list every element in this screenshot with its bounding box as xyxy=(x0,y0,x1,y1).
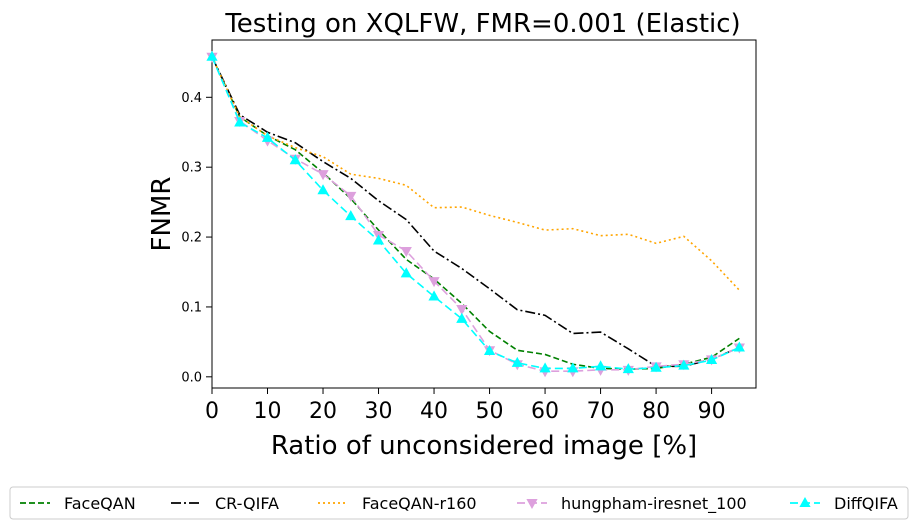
series-point xyxy=(539,362,551,373)
series-line xyxy=(211,56,740,291)
series-point xyxy=(317,184,329,195)
series-layer xyxy=(206,50,745,378)
series-point xyxy=(483,344,496,355)
series-4 xyxy=(206,50,745,374)
x-tick-label: 70 xyxy=(587,399,615,424)
series-point xyxy=(428,290,440,301)
series-point xyxy=(456,312,468,323)
series-point xyxy=(234,116,246,127)
y-tick-label: 0.4 xyxy=(181,91,202,106)
series-point xyxy=(511,356,523,367)
series-2 xyxy=(211,56,740,291)
series-point xyxy=(456,305,468,316)
legend-entry: FaceQAN-r160 xyxy=(318,494,477,513)
legend-label: CR-QIFA xyxy=(215,494,279,513)
y-axis-label: FNMR xyxy=(147,177,177,252)
x-tick-label: 90 xyxy=(698,399,726,424)
legend: FaceQAN CR-QIFA FaceQAN-r160 hungpham-iresn… xyxy=(9,486,909,520)
chart-title: Testing on XQLFW, FMR=0.001 (Elastic) xyxy=(224,9,740,39)
series-point xyxy=(705,354,718,365)
series-point xyxy=(345,191,357,202)
x-axis-label: Ratio of unconsidered image [%] xyxy=(271,431,697,461)
legend-entry: hungpham-iresnet_100 xyxy=(517,494,747,514)
legend-entry: FaceQAN xyxy=(20,494,136,513)
legend-entry: CR-QIFA xyxy=(171,494,279,513)
series-point xyxy=(678,359,690,370)
y-tick-label: 0.2 xyxy=(181,231,202,246)
legend-marker xyxy=(526,499,538,510)
series-line xyxy=(211,56,740,373)
series-point xyxy=(428,277,440,288)
legend-marker xyxy=(799,496,811,507)
series-point xyxy=(261,131,274,142)
series-point xyxy=(622,363,634,374)
legend-entry: DiffQIFA xyxy=(790,494,898,513)
series-point xyxy=(594,360,607,371)
series-point xyxy=(567,362,579,373)
x-tick-label: 50 xyxy=(476,399,504,424)
y-tick-label: 0.0 xyxy=(181,370,202,385)
legend-frame xyxy=(9,486,909,520)
series-point xyxy=(206,50,218,61)
y-tick-label: 0.1 xyxy=(181,300,202,315)
series-point xyxy=(372,234,385,245)
series-point xyxy=(400,247,412,258)
series-point xyxy=(733,341,745,352)
series-point xyxy=(289,154,301,165)
legend-label: FaceQAN-r160 xyxy=(362,494,477,513)
series-point xyxy=(317,170,329,181)
x-tick-label: 0 xyxy=(205,399,219,424)
x-tick-label: 60 xyxy=(531,399,559,424)
x-tick-label: 30 xyxy=(365,399,393,424)
legend-label: FaceQAN xyxy=(64,494,136,513)
x-tick-label: 10 xyxy=(254,399,282,424)
x-tick-label: 80 xyxy=(642,399,670,424)
series-point xyxy=(400,267,412,278)
y-axis: 0.0 0.1 0.2 0.3 0.4 xyxy=(181,91,212,385)
x-axis: 0 10 20 30 40 50 60 70 80 90 xyxy=(205,388,726,424)
x-tick-label: 20 xyxy=(309,399,337,424)
x-tick-label: 40 xyxy=(420,399,448,424)
series-point xyxy=(650,361,662,372)
y-tick-label: 0.3 xyxy=(181,161,202,176)
series-point xyxy=(345,210,357,221)
legend-label: DiffQIFA xyxy=(834,494,898,513)
series-line xyxy=(211,56,740,370)
legend-label: hungpham-iresnet_100 xyxy=(561,494,747,514)
